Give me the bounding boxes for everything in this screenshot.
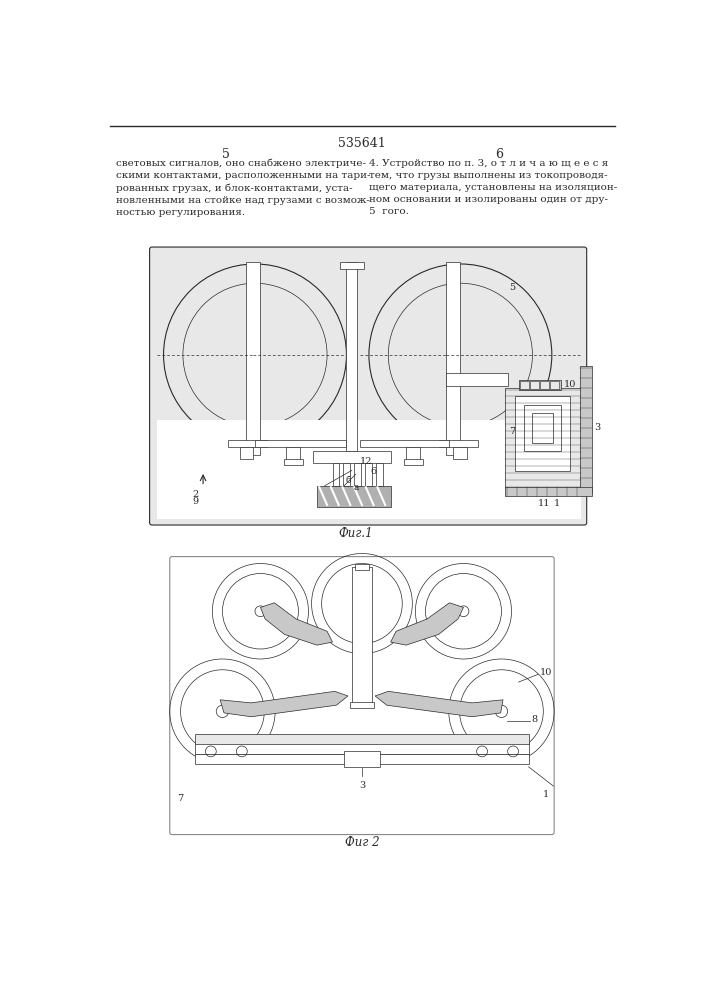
Bar xyxy=(365,463,372,486)
Bar xyxy=(550,381,559,389)
Bar xyxy=(340,262,363,269)
Bar xyxy=(255,440,346,447)
Bar xyxy=(580,366,592,493)
Text: 7: 7 xyxy=(177,794,183,803)
Polygon shape xyxy=(220,691,348,717)
Text: 8: 8 xyxy=(532,715,538,724)
FancyBboxPatch shape xyxy=(150,247,587,525)
Bar xyxy=(284,459,303,465)
Bar xyxy=(524,405,561,451)
Text: 2: 2 xyxy=(192,490,199,499)
Polygon shape xyxy=(260,603,332,645)
Bar xyxy=(246,262,259,455)
Bar xyxy=(228,440,267,447)
Bar xyxy=(332,463,339,486)
Text: 6: 6 xyxy=(370,467,377,476)
Text: световых сигналов, оно снабжено электриче-
скими контактами, расположенными на т: световых сигналов, оно снабжено электрич… xyxy=(115,158,370,217)
Bar xyxy=(446,373,508,386)
Bar xyxy=(404,459,423,465)
Text: Фиг.1: Фиг.1 xyxy=(339,527,373,540)
Bar xyxy=(406,447,420,461)
Bar xyxy=(440,440,478,447)
Bar xyxy=(317,486,391,507)
Text: 12: 12 xyxy=(360,457,372,466)
Text: 3: 3 xyxy=(595,424,601,432)
Bar xyxy=(446,262,460,455)
Text: б: б xyxy=(345,476,351,485)
Text: 4. Устройство по п. 3, о т л и ч а ю щ е е с я
тем, что грузы выполнены из токоп: 4. Устройство по п. 3, о т л и ч а ю щ е… xyxy=(369,158,617,216)
Bar xyxy=(344,463,351,486)
Text: a: a xyxy=(353,483,358,492)
Bar xyxy=(506,487,592,496)
Bar xyxy=(355,564,369,570)
Bar xyxy=(195,754,529,764)
Text: 6: 6 xyxy=(495,148,503,161)
Bar xyxy=(452,447,467,459)
Text: 11: 11 xyxy=(538,499,550,508)
Bar xyxy=(240,447,253,459)
Bar xyxy=(520,381,529,389)
Bar xyxy=(156,420,581,519)
Bar xyxy=(195,734,529,744)
Text: Фиг 2: Фиг 2 xyxy=(344,836,379,849)
Bar xyxy=(540,381,549,389)
Bar xyxy=(349,702,374,708)
Bar xyxy=(286,447,300,461)
Bar xyxy=(360,440,449,447)
Bar xyxy=(344,751,380,767)
Bar xyxy=(506,388,581,488)
Polygon shape xyxy=(375,691,503,717)
Bar xyxy=(376,463,383,486)
Bar xyxy=(518,380,561,389)
Bar xyxy=(532,413,554,443)
Polygon shape xyxy=(391,603,464,645)
Text: 10: 10 xyxy=(564,380,577,389)
Bar xyxy=(313,451,391,463)
Text: 5: 5 xyxy=(223,148,230,161)
Bar xyxy=(195,742,529,754)
Text: 10: 10 xyxy=(539,668,551,677)
FancyBboxPatch shape xyxy=(170,557,554,835)
Bar xyxy=(352,567,372,705)
Text: 1: 1 xyxy=(542,790,549,799)
Bar xyxy=(346,262,357,451)
Bar xyxy=(515,396,571,471)
Bar xyxy=(354,463,361,486)
Text: 5: 5 xyxy=(509,283,515,292)
Text: 7: 7 xyxy=(509,427,515,436)
Text: 3: 3 xyxy=(359,781,365,790)
Bar xyxy=(530,381,539,389)
Text: 9: 9 xyxy=(192,497,199,506)
Text: 535641: 535641 xyxy=(338,137,386,150)
Text: 1: 1 xyxy=(554,499,560,508)
